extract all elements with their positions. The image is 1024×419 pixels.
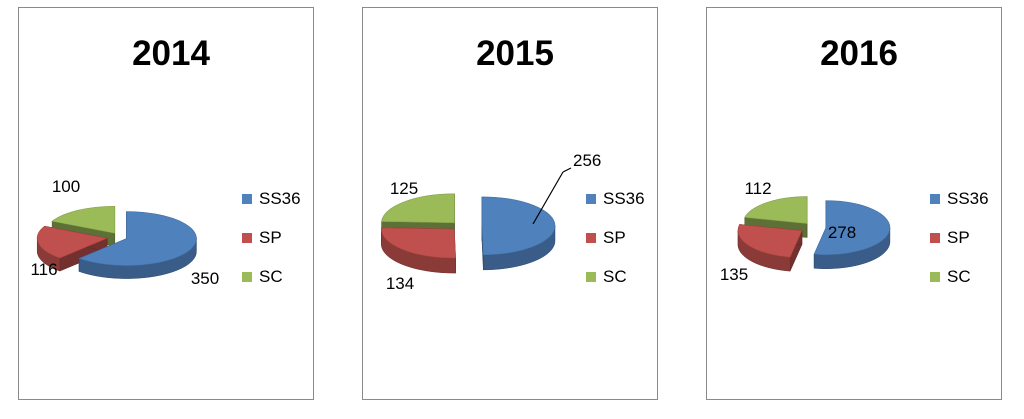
legend-label-sp: SP [259,228,282,247]
legend-swatch-ss36 [930,194,940,204]
pie-slice-sp [737,224,803,272]
chart-panel-2016: 2016 278 135 112 SS36 SP SC [706,7,1002,400]
data-label-sp: 135 [720,265,748,284]
chart-title: 2016 [820,34,898,73]
legend-swatch-sp [242,233,252,243]
legend-swatch-sc [242,272,252,282]
legend: SS36 SP SC [586,189,645,286]
pie-chart-2016: 2016 278 135 112 SS36 SP SC [720,34,989,286]
data-label-sc: 112 [744,179,771,198]
legend-label-ss36: SS36 [947,189,989,208]
pie-slice-ss36 [78,211,197,279]
data-label-sc: 100 [52,177,80,196]
pie-chart-2014: 2014 350 116 100 SS36 SP SC [30,34,301,288]
pie-slice-sp [381,227,456,274]
data-label-ss36: 256 [573,151,601,170]
leader-line-ss36-tail [562,167,572,173]
data-label-sc: 125 [390,179,418,198]
legend-label-sc: SC [259,267,283,286]
legend-label-sp: SP [603,228,626,247]
pie-chart-2015: 2015 256 134 125 SS36 SP SC [381,34,645,293]
data-labels: 278 135 112 [720,179,856,284]
data-label-ss36: 278 [828,223,856,242]
legend-swatch-ss36 [242,194,252,204]
legend-label-sc: SC [947,267,971,286]
legend: SS36 SP SC [930,189,989,286]
pie-slice-ss36 [481,196,556,271]
data-label-sp: 134 [386,274,414,293]
chart-panel-2015: 2015 256 134 125 SS36 SP SC [362,7,658,400]
legend-swatch-sp [930,233,940,243]
pie-group [36,205,197,279]
chart-title: 2014 [132,34,210,73]
pie-slice-ss36 [813,200,891,269]
legend-label-sc: SC [603,267,627,286]
legend-swatch-sc [586,272,596,282]
chart-title: 2015 [476,34,554,73]
legend-swatch-sc [930,272,940,282]
legend-label-ss36: SS36 [603,189,645,208]
leader-line-ss36 [532,171,564,225]
pie-group [381,193,556,274]
data-labels: 350 116 100 [30,177,219,288]
legend-swatch-ss36 [586,194,596,204]
data-labels: 256 134 125 [386,151,602,293]
data-label-sp: 116 [30,260,57,279]
legend-label-ss36: SS36 [259,189,301,208]
data-label-ss36: 350 [191,269,219,288]
chart-panel-2014: 2014 350 116 100 SS36 SP SC [18,7,314,400]
legend: SS36 SP SC [242,189,301,286]
pie-group [737,196,891,272]
legend-swatch-sp [586,233,596,243]
pie-slice-sp [36,225,109,272]
legend-label-sp: SP [947,228,970,247]
